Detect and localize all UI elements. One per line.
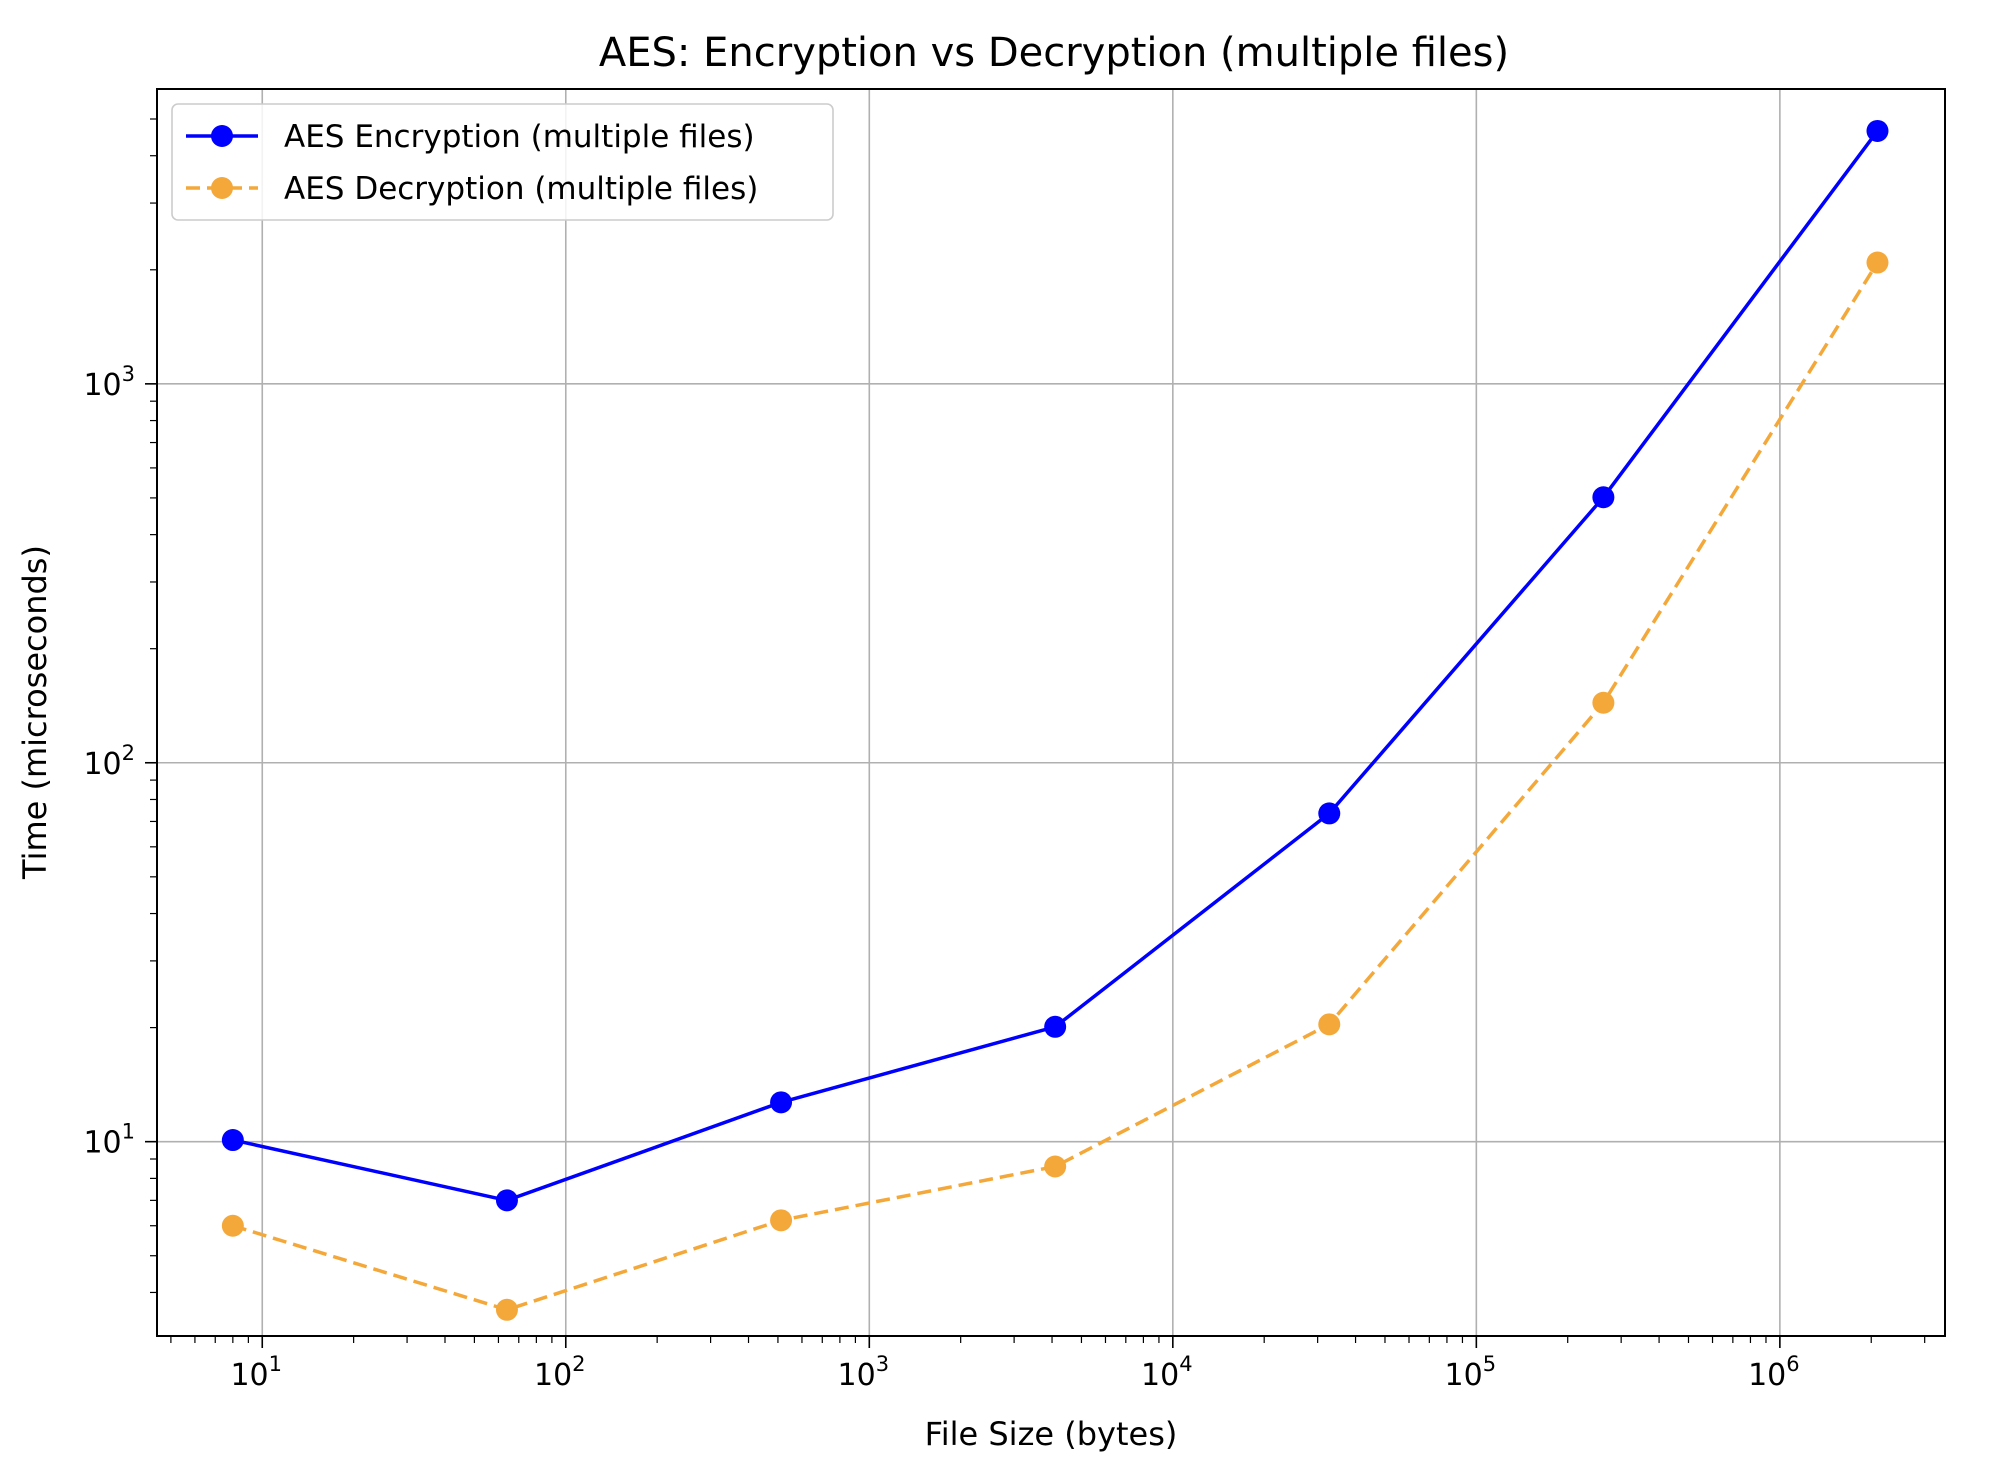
x-tick-label-exponent: 4 bbox=[1179, 1352, 1192, 1376]
x-tick-label-exponent: 3 bbox=[876, 1352, 889, 1376]
x-tick-label-exponent: 6 bbox=[1786, 1352, 1799, 1376]
x-tick-label-base: 10 bbox=[230, 1358, 268, 1393]
x-tick-label: 106 bbox=[1748, 1352, 1800, 1393]
series-2-point bbox=[1318, 1013, 1341, 1036]
series-2-point bbox=[1866, 251, 1889, 274]
series-2-point bbox=[495, 1298, 518, 1321]
series-1-point bbox=[495, 1189, 518, 1212]
y-tick-label-exponent: 2 bbox=[122, 741, 135, 765]
series-1-point bbox=[1592, 486, 1615, 509]
legend-label-2: AES Decryption (multiple files) bbox=[284, 171, 758, 207]
series-1-point bbox=[221, 1129, 244, 1152]
legend-box bbox=[171, 103, 834, 221]
y-tick-label: 102 bbox=[83, 741, 135, 782]
series-1-point bbox=[770, 1091, 793, 1114]
x-tick-label-base: 10 bbox=[1141, 1358, 1179, 1393]
y-tick-label-base: 10 bbox=[83, 747, 121, 782]
x-tick-label: 105 bbox=[1445, 1352, 1497, 1393]
series-2-point bbox=[770, 1209, 793, 1232]
y-tick-label-exponent: 3 bbox=[122, 362, 135, 386]
minor-ticks bbox=[150, 118, 1926, 1343]
x-tick-label-exponent: 2 bbox=[572, 1352, 585, 1376]
x-tick-label: 101 bbox=[230, 1352, 282, 1393]
x-tick-label-base: 10 bbox=[1445, 1358, 1483, 1393]
y-tick-label: 103 bbox=[83, 362, 135, 403]
x-tick-label: 104 bbox=[1141, 1352, 1193, 1393]
y-tick-label-base: 10 bbox=[83, 1126, 121, 1161]
legend-marker-2 bbox=[211, 177, 233, 199]
x-tick-label-exponent: 5 bbox=[1483, 1352, 1496, 1376]
x-tick-label-exponent: 1 bbox=[269, 1352, 282, 1376]
y-axis-label: Time (microseconds) bbox=[16, 545, 54, 880]
x-tick-label-base: 10 bbox=[1748, 1358, 1786, 1393]
major-ticks bbox=[145, 383, 1781, 1348]
series-1-point bbox=[1866, 119, 1889, 142]
series-2-point bbox=[1044, 1155, 1067, 1178]
x-tick-label-base: 10 bbox=[534, 1358, 572, 1393]
x-tick-label: 102 bbox=[534, 1352, 586, 1393]
chart-title: AES: Encryption vs Decryption (multiple … bbox=[599, 30, 1509, 76]
series-1-point bbox=[1044, 1015, 1067, 1038]
x-axis-label: File Size (bytes) bbox=[925, 1415, 1178, 1453]
y-tick-label-base: 10 bbox=[83, 368, 121, 403]
plot-frame bbox=[156, 88, 1946, 1337]
x-tick-label-base: 10 bbox=[838, 1358, 876, 1393]
legend-label-1: AES Encryption (multiple files) bbox=[284, 119, 755, 155]
series-1-point bbox=[1318, 802, 1341, 825]
series-2-point bbox=[1592, 691, 1615, 714]
series-2-point bbox=[221, 1214, 244, 1237]
grid bbox=[157, 89, 1945, 1336]
x-tick-label: 103 bbox=[838, 1352, 890, 1393]
y-tick-label-exponent: 1 bbox=[122, 1120, 135, 1144]
series-layer bbox=[221, 119, 1889, 1321]
legend: AES Encryption (multiple files) AES Decry… bbox=[171, 103, 834, 221]
y-tick-label: 101 bbox=[83, 1120, 135, 1161]
legend-marker-1 bbox=[211, 125, 233, 147]
